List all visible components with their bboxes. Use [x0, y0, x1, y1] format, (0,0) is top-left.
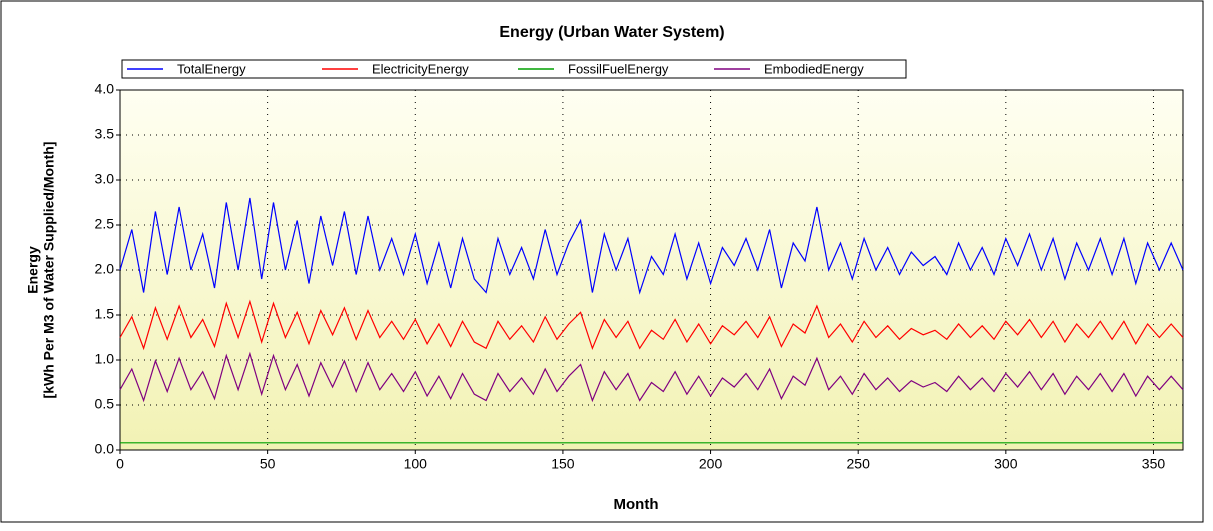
x-tick-label: 300 [994, 456, 1018, 472]
y-tick-label: 1.0 [95, 351, 115, 367]
series-line [119, 299, 1184, 351]
legend-label: ElectricityEnergy [372, 61, 469, 76]
series-line [119, 197, 1184, 295]
y-tick-label: 0.0 [95, 441, 115, 457]
y-axis-title: [kWh Per M3 of Water Supplied/Month] [41, 142, 57, 399]
legend-label: EmbodiedEnergy [764, 61, 864, 76]
y-tick-label: 4.0 [95, 81, 115, 97]
y-tick-label: 1.5 [95, 306, 115, 322]
x-axis-title: Month [614, 496, 659, 513]
x-tick-label: 150 [551, 456, 575, 472]
x-tick-label: 250 [847, 456, 871, 472]
y-tick-label: 3.0 [95, 171, 115, 187]
chart-title: Energy (Urban Water System) [499, 24, 724, 41]
x-tick-label: 200 [699, 456, 723, 472]
legend-label: TotalEnergy [177, 61, 246, 76]
series-line [119, 351, 1184, 403]
y-tick-label: 3.5 [95, 126, 115, 142]
x-tick-label: 0 [116, 456, 124, 472]
y-tick-label: 0.5 [95, 396, 115, 412]
legend-label: FossilFuelEnergy [568, 61, 669, 76]
y-axis-title: Energy [25, 246, 41, 294]
x-tick-label: 350 [1142, 456, 1166, 472]
plot-area [119, 89, 1184, 451]
x-tick-label: 100 [404, 456, 428, 472]
legend [121, 59, 907, 79]
y-tick-label: 2.5 [95, 216, 115, 232]
y-tick-label: 2.0 [95, 261, 115, 277]
x-tick-label: 50 [260, 456, 276, 472]
